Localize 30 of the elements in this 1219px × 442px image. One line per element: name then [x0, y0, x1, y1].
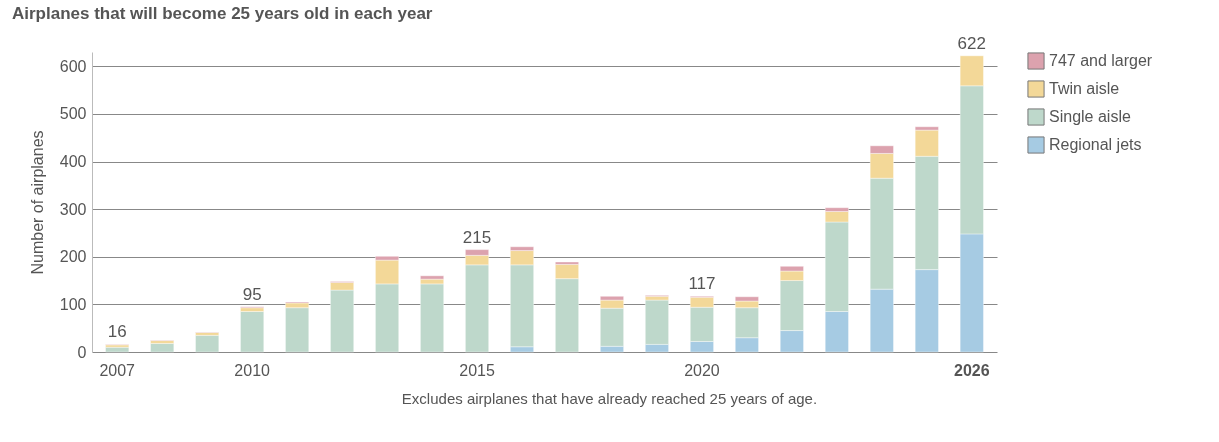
x-tick-label: 2007	[99, 361, 136, 379]
y-tick-label: 200	[59, 248, 87, 266]
legend-label: Regional jets	[1049, 136, 1142, 153]
x-tick-label: 2010	[234, 361, 271, 379]
y-axis-title: Number of airplanes	[28, 130, 46, 275]
y-tick-label: 0	[77, 343, 87, 361]
x-tick-label: 2020	[684, 361, 720, 379]
bar	[195, 335, 220, 353]
x-tick-label: 2015	[459, 361, 495, 379]
bar	[240, 311, 264, 353]
total-label: 215	[462, 227, 492, 247]
bar	[420, 283, 444, 353]
total-label: 622	[957, 33, 986, 53]
text: Excludes airplanes that have already reached 25 years of age.	[400, 390, 819, 407]
chart-title: Airplanes that will become 25 years old in each year	[12, 3, 433, 23]
total-label: 16	[107, 322, 127, 342]
legend-label: 747 and larger	[1049, 52, 1153, 69]
x-tick-label: 2026	[954, 361, 990, 379]
legend-label: Single aisle	[1049, 108, 1131, 125]
bar	[285, 307, 309, 353]
bar	[150, 343, 175, 353]
total-label: 95	[242, 284, 262, 304]
bar	[105, 347, 130, 353]
legend-label: Twin aisle	[1049, 80, 1120, 97]
y-tick-label: 500	[59, 105, 87, 123]
total-label: 117	[688, 274, 716, 294]
y-tick-label: 300	[59, 200, 87, 218]
y-tick-label: 400	[59, 153, 87, 171]
y-tick-label: 600	[59, 57, 87, 75]
y-tick-label: 100	[59, 295, 87, 313]
